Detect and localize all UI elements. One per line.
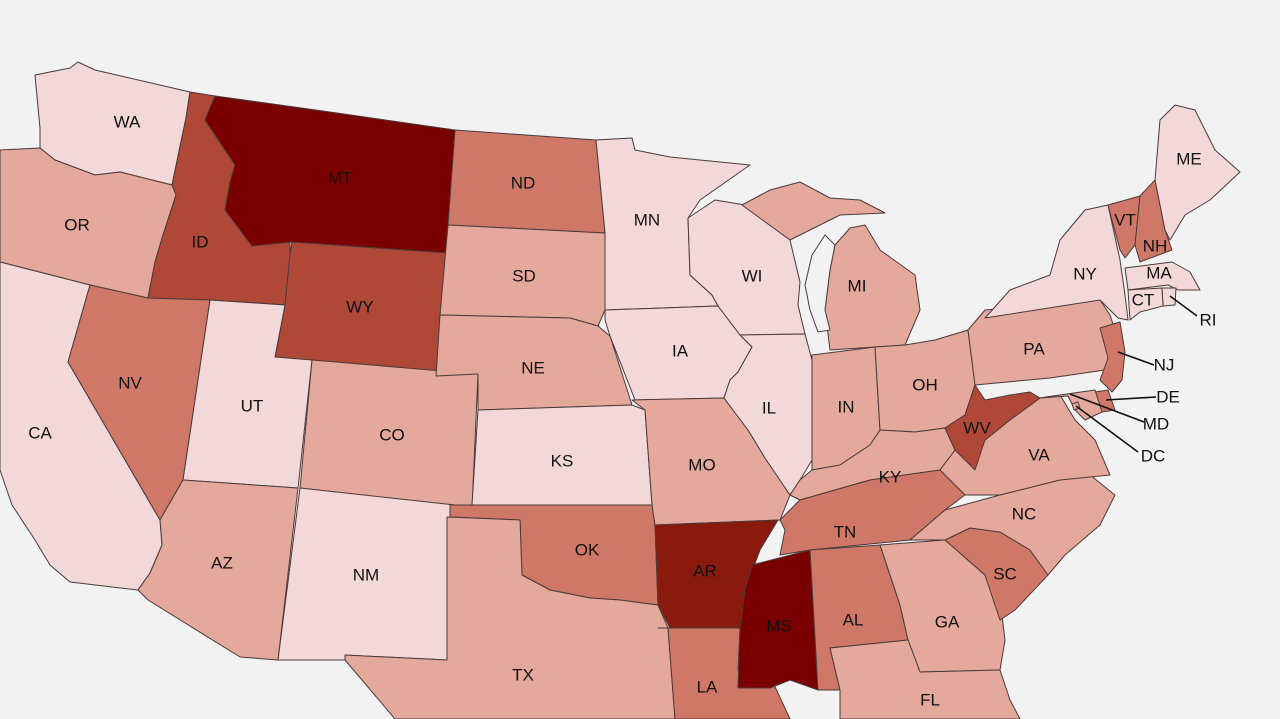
state-label-sd: SD	[512, 267, 536, 286]
state-wv	[944, 384, 1041, 471]
state-label-oh: OH	[912, 376, 938, 395]
state-label-vt: VT	[1114, 211, 1136, 230]
state-label-tn: TN	[834, 523, 857, 542]
state-label-id: ID	[192, 233, 209, 252]
state-label-tx: TX	[512, 666, 534, 685]
state-label-ok: OK	[575, 541, 600, 560]
state-label-wy: WY	[346, 298, 373, 317]
state-label-md: MD	[1143, 415, 1169, 434]
state-me	[1154, 104, 1241, 241]
state-label-nc: NC	[1012, 505, 1037, 524]
state-label-or: OR	[64, 216, 90, 235]
water-layer	[804, 234, 836, 333]
state-wi	[687, 199, 806, 336]
state-tx	[344, 516, 676, 719]
leaders-layer	[1069, 295, 1198, 453]
labels-layer: WA OR CA ID NV MT WY UT AZ CO NM ND SD NE KS OK TX MN IA MO…	[28, 113, 1216, 710]
state-label-in: IN	[838, 398, 855, 417]
state-label-ma: MA	[1146, 264, 1172, 283]
state-label-de: DE	[1156, 388, 1180, 407]
state-label-mi: MI	[848, 277, 867, 296]
leader-line-md	[1069, 393, 1145, 423]
state-label-ks: KS	[551, 452, 574, 471]
state-label-wv: WV	[963, 419, 991, 438]
state-ny	[984, 204, 1129, 321]
lake-michigan	[804, 234, 836, 333]
state-label-co: CO	[379, 426, 405, 445]
state-label-ky: KY	[879, 468, 902, 487]
state-ri	[1161, 287, 1177, 307]
state-mt	[204, 95, 456, 254]
state-label-me: ME	[1176, 150, 1202, 169]
state-nj	[1099, 321, 1126, 393]
state-label-pa: PA	[1023, 340, 1045, 359]
state-label-ar: AR	[693, 562, 717, 581]
state-label-va: VA	[1028, 446, 1050, 465]
state-label-ri: RI	[1200, 311, 1217, 330]
state-label-dc: DC	[1141, 447, 1166, 466]
states-layer	[0, 61, 1241, 719]
state-label-ny: NY	[1073, 265, 1097, 284]
state-ct	[1127, 287, 1164, 321]
state-label-sc: SC	[993, 565, 1017, 584]
state-az	[137, 479, 299, 661]
state-label-fl: FL	[920, 691, 940, 710]
state-label-nh: NH	[1143, 237, 1168, 256]
state-label-ne: NE	[521, 359, 545, 378]
state-label-mt: MT	[328, 169, 353, 188]
state-label-nj: NJ	[1154, 356, 1175, 375]
state-label-ms: MS	[766, 617, 792, 636]
leader-line-de	[1105, 396, 1157, 401]
state-label-la: LA	[697, 678, 718, 697]
leader-line-dc	[1075, 405, 1139, 453]
state-label-wa: WA	[114, 113, 141, 132]
leader-line-nj	[1117, 351, 1155, 366]
state-label-ut: UT	[241, 397, 264, 416]
state-vt	[1107, 195, 1141, 259]
state-label-ia: IA	[672, 342, 689, 361]
state-fl	[829, 639, 1021, 719]
state-label-ga: GA	[935, 613, 960, 632]
state-md	[1039, 389, 1103, 421]
state-label-nv: NV	[118, 374, 142, 393]
state-label-al: AL	[843, 611, 864, 630]
state-label-nd: ND	[511, 174, 536, 193]
state-label-az: AZ	[211, 554, 233, 573]
state-label-il: IL	[762, 399, 776, 418]
state-label-nm: NM	[353, 566, 379, 585]
leader-line-ri	[1169, 295, 1198, 317]
state-label-ct: CT	[1132, 291, 1155, 310]
state-label-mn: MN	[634, 211, 660, 230]
state-label-wi: WI	[742, 267, 763, 286]
state-label-mo: MO	[688, 456, 715, 475]
state-label-ca: CA	[28, 424, 52, 443]
